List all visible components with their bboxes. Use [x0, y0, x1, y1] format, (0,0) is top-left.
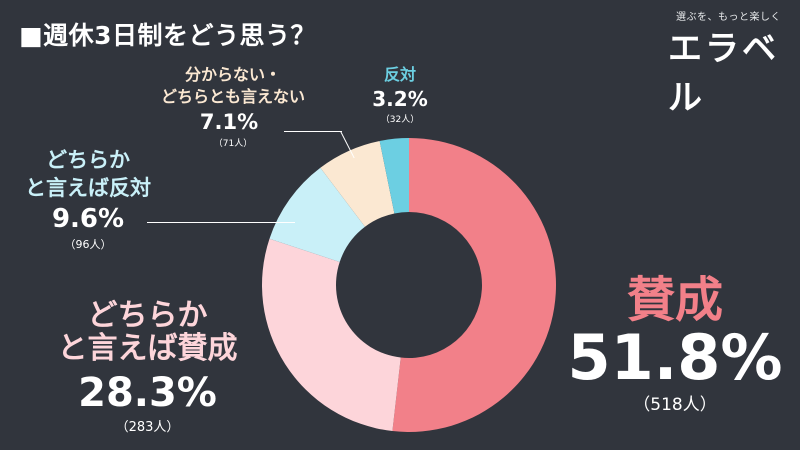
slice-somewhat-agree — [262, 238, 401, 432]
slice-unsure — [320, 140, 395, 227]
slice-agree — [392, 138, 557, 433]
label-somewhat-disagree: どちらか と言えば反対 9.6% （96人） — [18, 146, 158, 252]
brand-logo: 選ぶを、もっと楽しく エラベル — [668, 8, 798, 119]
label-somewhat-disagree-pct: 9.6% — [51, 204, 125, 234]
leader-line-somewhat-disagree — [147, 222, 295, 223]
label-disagree: 反対 3.2% （32人） — [360, 64, 440, 125]
label-disagree-name: 反対 — [383, 65, 416, 84]
label-unsure-pct: 7.1% — [199, 110, 259, 134]
label-unsure: 分からない・ どちらとも言えない 7.1% （71人） — [138, 64, 328, 149]
label-somewhat-agree: どちらか と言えば賛成 28.3% （283人） — [40, 298, 255, 436]
label-somewhat-agree-pct: 28.3% — [78, 370, 217, 416]
label-agree-name: 賛成 — [626, 272, 723, 328]
leader-line-unsure — [284, 131, 342, 132]
label-somewhat-agree-line2: と言えば賛成 — [57, 331, 238, 366]
slice-somewhat-disagree — [269, 167, 365, 263]
page-title: ■週休3日制をどう思う？ — [19, 21, 317, 50]
label-somewhat-disagree-line1: どちらか — [46, 148, 130, 172]
label-somewhat-agree-count: （283人） — [115, 420, 180, 435]
label-somewhat-disagree-count: （96人） — [64, 238, 112, 251]
label-somewhat-agree-line1: どちらか — [87, 298, 208, 333]
logo-tagline: 選ぶを、もっと楽しく — [676, 12, 781, 23]
label-agree-count: （518人） — [633, 394, 717, 415]
label-agree-pct: 51.8% — [567, 320, 783, 394]
label-unsure-line1: 分からない・ — [184, 65, 281, 84]
label-unsure-line2: どちらとも言えない — [160, 87, 305, 106]
label-disagree-count: （32人） — [380, 115, 420, 125]
label-disagree-pct: 3.2% — [372, 87, 428, 111]
label-somewhat-disagree-line2: と言えば反対 — [25, 176, 151, 200]
logo-brand: エラベル — [668, 29, 779, 118]
label-unsure-count: （71人） — [213, 139, 253, 149]
label-agree: 賛成 51.8% （518人） — [560, 272, 790, 415]
slice-disagree — [379, 138, 409, 214]
